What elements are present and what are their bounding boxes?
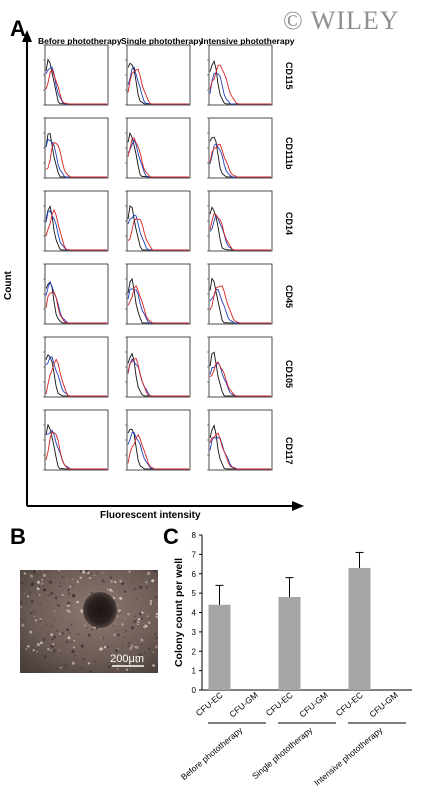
histogram-curve	[127, 218, 189, 251]
histogram-curve	[209, 361, 271, 397]
histogram-curve	[209, 432, 271, 470]
histogram-curve	[127, 285, 189, 324]
group-label: Before phototherapy	[179, 724, 245, 782]
y-tick-label: 6	[192, 570, 197, 579]
histogram-cell	[43, 409, 109, 471]
histogram-cell	[207, 409, 273, 471]
panel-c-label: C	[163, 524, 179, 549]
group-label: Single phototherapy	[250, 724, 315, 781]
column-header-intensive: Intensive phototherapy	[201, 36, 295, 46]
histogram-frame	[44, 263, 109, 325]
histogram-frame	[126, 409, 191, 471]
bar	[348, 567, 371, 690]
bar	[208, 604, 231, 690]
bar-y-axis-title: Colony count per well	[173, 558, 185, 667]
histogram-curve	[127, 357, 189, 397]
category-label: CFU-GM	[367, 690, 399, 720]
y-tick-label: 8	[192, 531, 197, 540]
histogram-cell	[43, 190, 109, 252]
y-tick-label: 4	[192, 609, 197, 618]
histogram-cell	[125, 117, 191, 179]
histogram-cell	[207, 117, 273, 179]
histogram-frame	[44, 190, 109, 252]
histogram-curve	[45, 68, 107, 105]
wiley-watermark: © WILEY	[283, 6, 400, 35]
panel-a-label: A	[10, 16, 26, 41]
y-axis-arrow	[22, 30, 32, 42]
x-axis-title: Fluorescent intensity	[100, 510, 201, 521]
histogram-curve	[45, 291, 107, 324]
histogram-cell	[207, 336, 273, 398]
scale-bar-label: 200μm	[110, 653, 144, 665]
row-label-cd111b: CD111b	[284, 137, 294, 170]
histogram-cell	[207, 190, 273, 252]
category-label: CFU-GM	[297, 690, 329, 720]
histogram-curve	[45, 358, 107, 397]
histogram-curve	[209, 143, 271, 178]
histogram-curve	[45, 142, 107, 178]
histogram-frame	[208, 263, 273, 325]
column-header-single: Single phototherapy	[121, 36, 204, 46]
row-label-cd105: CD105	[284, 360, 294, 389]
y-tick-label: 3	[192, 628, 197, 637]
colony-micrograph: 200μm	[20, 570, 158, 673]
y-tick-label: 2	[192, 647, 197, 656]
group-label: Intensive phototherapy	[312, 724, 385, 787]
x-axis-arrow	[292, 501, 304, 511]
histogram-cell	[43, 44, 109, 106]
histogram-frame	[44, 336, 109, 398]
histogram-cell	[125, 190, 191, 252]
histogram-cell	[43, 336, 109, 398]
histogram-curve	[209, 285, 271, 324]
histogram-cell	[207, 44, 273, 106]
histogram-cell	[125, 263, 191, 325]
histogram-curve	[45, 431, 107, 470]
y-tick-label: 7	[192, 550, 197, 559]
histogram-frame	[44, 44, 109, 106]
histogram-curve	[127, 433, 189, 470]
histogram-frame	[126, 263, 191, 325]
y-axis-title: Count	[3, 271, 14, 300]
histogram-frame	[126, 336, 191, 398]
category-label: CFU-GM	[227, 690, 259, 720]
panel-b-label: B	[10, 524, 26, 549]
histogram-frame	[126, 190, 191, 252]
histogram-curve	[209, 64, 271, 105]
y-tick-label: 0	[192, 686, 197, 695]
histogram-frame	[208, 190, 273, 252]
column-header-before: Before phototherapy	[38, 36, 122, 46]
histogram-curve	[45, 208, 107, 251]
histogram-cell	[43, 263, 109, 325]
histogram-frame	[44, 117, 109, 179]
histogram-cell	[125, 336, 191, 398]
row-label-cd115: CD115	[284, 62, 294, 90]
histogram-frame	[208, 336, 273, 398]
colony-core	[83, 592, 117, 628]
category-label: CFU-EC	[194, 690, 225, 718]
histogram-cell	[43, 117, 109, 179]
row-label-cd117: CD117	[284, 437, 294, 465]
bar	[278, 597, 301, 690]
y-tick-label: 5	[192, 589, 197, 598]
histogram-curve	[209, 212, 271, 251]
y-tick-label: 1	[192, 667, 197, 676]
histogram-cell	[125, 44, 191, 106]
row-label-cd14: CD14	[284, 212, 294, 236]
histogram-frame	[44, 409, 109, 471]
histogram-cell	[125, 409, 191, 471]
category-label: CFU-EC	[264, 690, 295, 718]
histogram-frame	[208, 409, 273, 471]
histogram-curve	[127, 68, 189, 105]
category-label: CFU-EC	[334, 690, 365, 718]
row-label-cd45: CD45	[284, 285, 294, 309]
histogram-cell	[207, 263, 273, 325]
histogram-curve	[127, 137, 189, 178]
histogram-grid	[22, 30, 304, 511]
